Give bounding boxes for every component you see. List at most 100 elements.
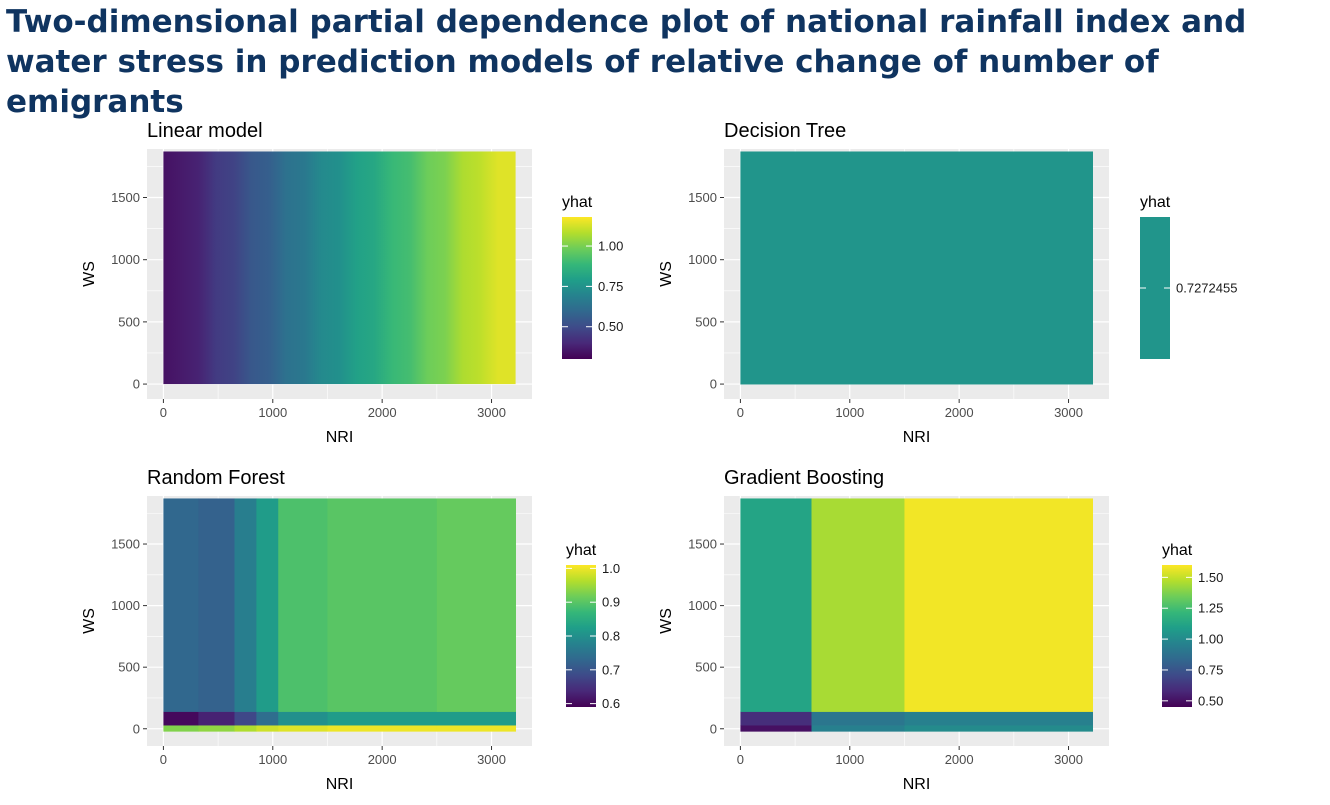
heatmap-cell [163,725,199,732]
y-tick-label: 500 [695,314,717,329]
y-tick-label: 1000 [688,598,717,613]
heatmap-cell [740,498,812,712]
colorbar-tick-label: 0.75 [1198,662,1223,677]
heatmap-cell [278,711,328,726]
panel-title: Linear model [147,120,263,142]
x-tick-label: 1000 [258,752,287,767]
heatmap-cell [327,725,438,732]
y-tick-label: 500 [695,660,717,675]
x-axis-label: NRI [903,429,931,446]
y-tick-label: 500 [118,660,140,675]
heatmap-cell [234,711,257,726]
legend-title: yhat [562,194,593,211]
legend-title: yhat [566,542,597,559]
y-tick-label: 1000 [111,598,140,613]
panel-random-forest: 0 1000 2000 3000 0 500 1000 1500 Random Forest NR… [81,467,620,793]
colorbar [562,217,592,359]
heatmap-cell [904,725,1093,732]
y-tick-label: 1000 [111,252,140,267]
colorbar-tick-label: 1.0 [602,561,620,576]
heatmap-cell [811,725,905,732]
y-axis-label: WS [658,261,675,287]
x-tick-label: 2000 [368,752,397,767]
panel-decision-tree: 0 1000 2000 3000 0 500 1000 1500 Decision Tree NR… [658,120,1237,446]
heatmap-cell [278,498,328,712]
heatmap-cell [904,711,1093,726]
x-tick-label: 3000 [477,405,506,420]
heatmap-cell [234,498,257,712]
x-tick-label: 1000 [258,405,287,420]
x-tick-label: 0 [737,405,744,420]
heatmap-cell [163,498,199,712]
x-tick-label: 0 [160,405,167,420]
y-axis-label: WS [81,608,98,634]
colorbar-legend: yhat 0.7272455 [1140,194,1237,359]
colorbar-tick-label: 1.00 [1198,632,1223,647]
colorbar-tick-label: 0.6 [602,696,620,711]
x-tick-label: 3000 [477,752,506,767]
y-tick-label: 0 [710,721,717,736]
y-tick-label: 1500 [111,190,140,205]
panel-title: Gradient Boosting [724,467,884,489]
heatmap-cell [811,711,905,726]
heatmap-cell [256,725,279,732]
heatmap-cell [198,498,235,712]
y-axis-label: WS [658,608,675,634]
colorbar-tick-label: 0.7272455 [1176,281,1237,296]
heatmap-cell [327,711,438,726]
x-tick-label: 0 [737,752,744,767]
heatmap-cell [234,725,257,732]
colorbar-tick-label: 0.8 [602,629,620,644]
heatmap-cell [740,151,1093,385]
y-axis-label: WS [81,261,98,287]
y-tick-label: 0 [133,377,140,392]
colorbar-tick-label: 0.7 [602,662,620,677]
x-tick-label: 2000 [945,405,974,420]
y-tick-label: 1500 [688,537,717,552]
panel-linear-model: 0 1000 2000 3000 0 500 1000 1500 Linear model NRI… [81,120,623,446]
x-tick-label: 1000 [835,405,864,420]
heatmap-cell [740,725,812,732]
x-tick-label: 2000 [368,405,397,420]
colorbar-tick-label: 1.25 [1198,601,1223,616]
x-tick-label: 1000 [835,752,864,767]
colorbar-tick-label: 1.50 [1198,570,1223,585]
legend-title: yhat [1140,194,1171,211]
x-axis-label: NRI [326,429,354,446]
x-axis-label: NRI [903,776,931,793]
colorbar-tick-label: 0.50 [1198,693,1223,708]
heatmap-cell [904,498,1093,712]
page-title: Two-dimensional partial dependence plot … [6,4,1247,120]
colorbar-legend: yhat 0.50 0.75 1.00 1.25 1.50 [1162,542,1223,708]
legend-title: yhat [1162,542,1193,559]
heatmap-cell [436,711,516,726]
heatmap-cell [198,725,235,732]
panel-title: Decision Tree [724,120,846,142]
y-tick-label: 0 [133,721,140,736]
colorbar-legend: yhat 0.6 0.7 0.8 0.9 1.0 [566,542,620,711]
colorbar [1162,565,1192,707]
x-tick-label: 3000 [1054,405,1083,420]
heatmap-cell [163,151,516,385]
colorbar-tick-label: 0.50 [598,319,623,334]
y-tick-label: 0 [710,377,717,392]
x-tick-label: 3000 [1054,752,1083,767]
panel-title: Random Forest [147,467,285,489]
heatmap-cell [436,725,516,732]
colorbar-legend: yhat 0.50 0.75 1.00 [562,194,623,359]
heatmap-cell [256,711,279,726]
x-tick-label: 2000 [945,752,974,767]
x-axis-label: NRI [326,776,354,793]
colorbar-tick-label: 1.00 [598,239,623,254]
heatmap-cell [256,498,279,712]
heatmap-cell [198,711,235,726]
colorbar-tick-label: 0.75 [598,279,623,294]
heatmap-cell [163,711,199,726]
heatmap-cell [436,498,516,712]
y-tick-label: 500 [118,314,140,329]
panel-gradient-boosting: 0 1000 2000 3000 0 500 1000 1500 Gradient Boosti… [658,467,1223,793]
y-tick-label: 1500 [688,190,717,205]
heatmap-cell [811,498,905,712]
colorbar-tick-label: 0.9 [602,595,620,610]
